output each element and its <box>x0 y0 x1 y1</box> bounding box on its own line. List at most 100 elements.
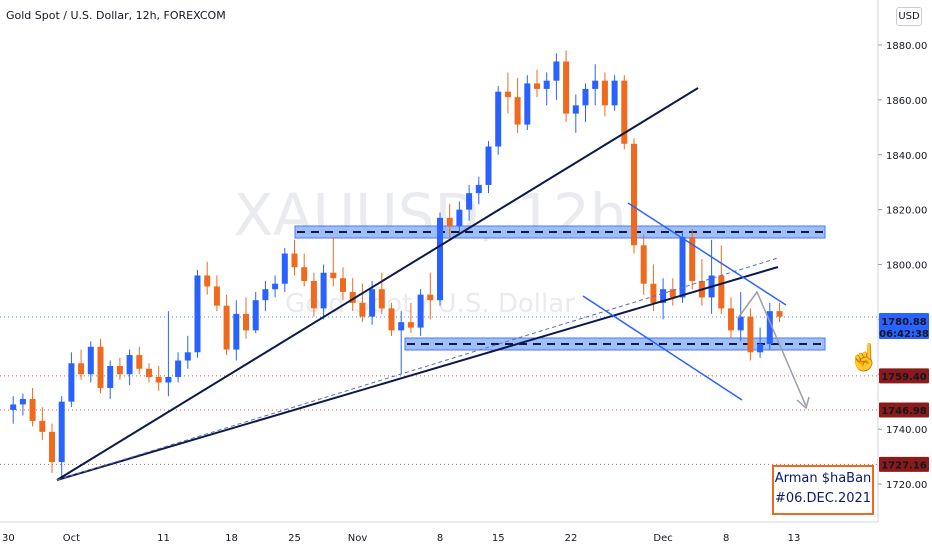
candle-body-59 <box>582 88 589 106</box>
candle-body-78 <box>766 311 773 345</box>
candle-body-56 <box>553 61 560 81</box>
candle-body-34 <box>340 278 346 292</box>
candle-body-9 <box>97 346 104 388</box>
candle-body-28 <box>281 253 288 284</box>
candle-body-55 <box>543 80 550 89</box>
trendline-steep <box>56 87 699 481</box>
candle-body-20 <box>204 275 211 287</box>
candle-body-45 <box>446 217 453 227</box>
candle-body-21 <box>213 286 220 306</box>
candle-body-19 <box>194 275 201 353</box>
candle-body-29 <box>291 253 298 268</box>
level-label-1727-text-0: 1727.16 <box>881 460 927 471</box>
time-tick-label: 30 <box>2 533 15 544</box>
candle-body-30 <box>301 267 308 281</box>
candle-body-6 <box>68 363 75 402</box>
time-tick-label: 8 <box>437 533 443 544</box>
level-label-1746-bg <box>879 402 929 418</box>
candle-body-38 <box>378 289 385 309</box>
candle-body-73 <box>718 275 725 309</box>
projection-path <box>737 290 807 407</box>
candle-body-0 <box>10 404 17 410</box>
current-price-label-text-1: 06:42:38 <box>879 329 929 340</box>
candle-body-66 <box>650 283 657 303</box>
candle-body-60 <box>592 80 599 89</box>
time-tick-label: Dec <box>653 533 672 544</box>
level-label-1759-bg <box>879 368 929 384</box>
time-tick-label: 8 <box>723 533 729 544</box>
current-price-label-text-0: 1780.88 <box>881 317 927 328</box>
candle-body-63 <box>621 80 628 144</box>
candle-body-77 <box>757 344 764 353</box>
channel-upper <box>627 202 787 306</box>
candle-body-61 <box>601 80 608 106</box>
price-tick-label: 1880.00 <box>886 41 927 52</box>
candle-body-14 <box>146 368 152 377</box>
time-tick-label: 22 <box>565 533 578 544</box>
candle-body-74 <box>728 308 734 331</box>
candle-body-44 <box>437 217 443 301</box>
candle-body-50 <box>495 91 502 147</box>
candle-body-46 <box>456 209 463 227</box>
candle-body-13 <box>136 355 143 369</box>
time-tick-label: 13 <box>788 533 801 544</box>
candle-body-4 <box>49 431 55 463</box>
candle-body-33 <box>330 272 337 279</box>
candle-body-62 <box>611 80 618 106</box>
watermark-symbol: XAUUSD, 12h <box>233 181 626 249</box>
time-tick-label: Oct <box>63 533 80 544</box>
candle-body-68 <box>669 289 676 298</box>
candle-body-40 <box>398 322 405 331</box>
signature-date: #06.DEC.2021 <box>774 491 872 506</box>
candle-body-79 <box>776 311 783 317</box>
candle-body-52 <box>514 97 521 125</box>
time-tick-label: 11 <box>157 533 170 544</box>
candle-body-5 <box>58 401 65 463</box>
candle-body-2 <box>29 398 36 421</box>
candle-body-16 <box>165 376 172 383</box>
candle-body-35 <box>349 291 356 303</box>
price-tick-label: 1720.00 <box>886 480 927 491</box>
candle-body-15 <box>155 376 162 383</box>
time-tick-label: 18 <box>225 533 238 544</box>
candle-body-58 <box>572 105 579 114</box>
candle-body-17 <box>175 360 182 377</box>
channel-lower <box>582 295 743 401</box>
candle-body-11 <box>116 366 123 375</box>
candle-body-39 <box>388 308 395 331</box>
candle-body-8 <box>87 346 94 375</box>
candle-body-25 <box>252 300 259 331</box>
signature-name: Arman $haBan <box>774 471 872 486</box>
candle-body-42 <box>417 294 424 328</box>
candle-body-49 <box>485 146 492 185</box>
currency-button[interactable]: USD <box>896 7 922 26</box>
candle-body-31 <box>310 280 317 309</box>
candle-body-36 <box>359 302 366 317</box>
candle-body-69 <box>679 237 686 298</box>
candle-body-67 <box>660 289 667 303</box>
candle-body-26 <box>262 289 269 301</box>
candle-body-64 <box>631 143 637 246</box>
price-tick-label: 1840.00 <box>886 151 927 162</box>
chart-title: Gold Spot / U.S. Dollar, 12h, FOREXCOM <box>6 9 226 22</box>
price-tick-label: 1820.00 <box>886 206 927 217</box>
time-tick-label: 15 <box>492 533 505 544</box>
candle-body-75 <box>737 316 744 331</box>
candle-body-23 <box>233 313 240 350</box>
candle-body-65 <box>640 245 647 284</box>
candle-body-1 <box>19 398 26 405</box>
candle-body-54 <box>534 83 540 89</box>
candle-body-70 <box>689 237 696 281</box>
candle-body-22 <box>223 305 230 350</box>
candle-body-37 <box>369 289 376 317</box>
pointing-hand-icon: ☝ <box>848 342 881 372</box>
trendline-shallow <box>56 266 779 481</box>
candle-body-76 <box>747 316 754 353</box>
candle-body-3 <box>39 420 46 432</box>
time-tick-label: Nov <box>348 533 368 544</box>
candle-body-24 <box>243 313 249 331</box>
signature-box: Arman $haBan #06.DEC.2021 <box>772 465 874 515</box>
candle-body-51 <box>504 91 511 98</box>
candle-body-7 <box>78 363 85 375</box>
